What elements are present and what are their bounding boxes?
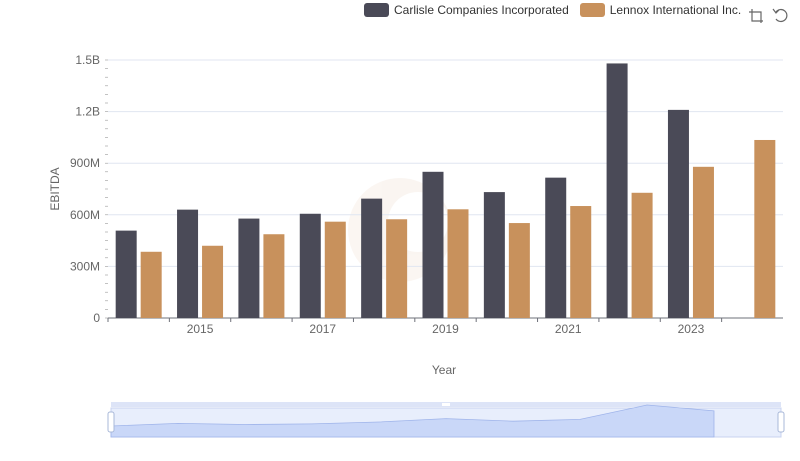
y-tick-label: 900M [70,156,100,170]
legend: Carlisle Companies Incorporated Lennox I… [364,3,752,17]
legend-item-lennox[interactable]: Lennox International Inc. [579,3,742,17]
x-tick-label: 2017 [309,322,336,336]
legend-label-lennox: Lennox International Inc. [609,3,742,17]
x-tick-label: 2015 [187,322,214,336]
restore-icon[interactable] [772,6,790,24]
bar-lennox-2022[interactable] [631,192,653,318]
slider-data-shadow [110,404,715,438]
slider-grip[interactable] [442,403,450,406]
y-axis-label: EBITDA [48,167,62,210]
slider-handle-left[interactable] [107,411,115,433]
slider-handle-right[interactable] [777,411,785,433]
bar-lennox-2017[interactable] [324,221,346,318]
legend-swatch-carlisle [364,3,389,17]
bar-carlisle-2017[interactable] [299,213,321,318]
x-axis-label: Year [432,363,456,377]
bar-lennox-2014[interactable] [140,251,162,318]
bar-carlisle-2019[interactable] [422,171,444,318]
bar-lennox-2023[interactable] [692,166,714,318]
y-tick-label: 300M [70,259,100,273]
bar-lennox-2019[interactable] [447,209,469,318]
bar-lennox-2020[interactable] [508,223,530,318]
y-tick-label: 0 [93,311,100,325]
bar-lennox-2021[interactable] [570,206,592,318]
bar-carlisle-2021[interactable] [545,177,567,318]
x-tick-label: 2021 [555,322,582,336]
bar-lennox-2016[interactable] [263,234,285,318]
x-tick-label: 2023 [678,322,705,336]
bar-carlisle-2020[interactable] [483,192,505,318]
bar-carlisle-2022[interactable] [606,63,628,318]
y-axis: 0 300M 600M 900M 1.2B 1.5B [70,53,108,325]
legend-swatch-lennox [579,3,605,17]
x-tick-label: 2019 [432,322,459,336]
data-zoom-slider[interactable] [107,402,785,438]
zoom-icon[interactable] [746,6,764,24]
legend-item-carlisle[interactable]: Carlisle Companies Incorporated [364,3,569,17]
bar-carlisle-2016[interactable] [238,218,260,318]
bar-carlisle-2018[interactable] [361,198,383,318]
bar-carlisle-2023[interactable] [667,109,689,318]
y-tick-label: 1.2B [75,105,100,119]
y-tick-label: 1.5B [75,53,100,67]
legend-label-carlisle: Carlisle Companies Incorporated [394,3,569,17]
toolbox [746,6,798,24]
y-tick-label: 600M [70,208,100,222]
bar-lennox-2024[interactable] [754,139,776,318]
x-axis: 2015 2017 2019 2021 2023 [107,317,783,336]
bar-carlisle-2014[interactable] [115,230,137,318]
bar-carlisle-2015[interactable] [177,209,199,318]
bars [115,63,776,318]
bar-lennox-2015[interactable] [202,245,224,318]
bar-lennox-2018[interactable] [386,219,408,318]
